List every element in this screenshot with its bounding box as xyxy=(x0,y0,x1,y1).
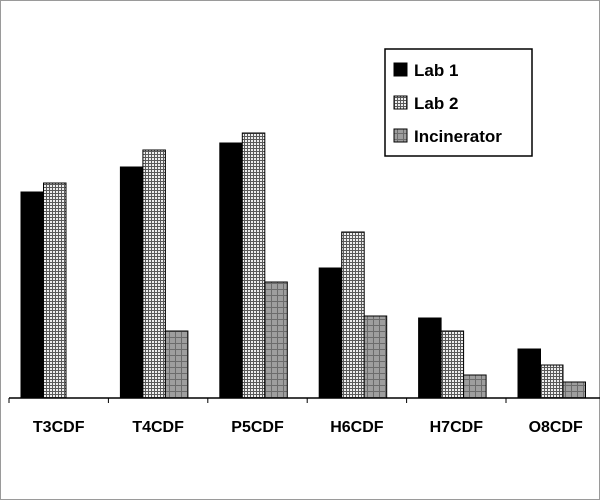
legend-label-lab-1: Lab 1 xyxy=(414,61,458,80)
x-tick-label-h6cdf: H6CDF xyxy=(330,419,384,436)
bar-lab-1-h6cdf xyxy=(318,267,343,399)
bar-lab-1-h7cdf xyxy=(418,317,442,399)
legend-label-incinerator: Incinerator xyxy=(414,127,502,146)
bar-incinerator-h7cdf xyxy=(463,374,487,399)
bars xyxy=(20,132,586,399)
x-tick-label-h7cdf: H7CDF xyxy=(430,419,484,436)
legend-swatch-incinerator xyxy=(393,128,408,143)
bar-lab-1-o8cdf xyxy=(517,348,541,399)
x-tick-label-t4cdf: T4CDF xyxy=(132,419,184,436)
bar-incinerator-p5cdf xyxy=(264,281,288,399)
bar-incinerator-o8cdf xyxy=(562,381,586,399)
legend-swatch-lab-2 xyxy=(393,95,408,110)
bar-lab-2-o8cdf xyxy=(540,364,564,399)
bar-lab-1-t4cdf xyxy=(119,166,144,399)
x-tick-label-o8cdf: O8CDF xyxy=(529,419,583,436)
bar-lab-2-h7cdf xyxy=(440,330,465,399)
x-tick-labels: T3CDF T4CDF P5CDF H6CDF H7CDF O8CDF xyxy=(33,419,583,436)
bar-lab-1-p5cdf xyxy=(219,142,243,399)
legend-box xyxy=(384,48,533,157)
legend-swatch-lab-1 xyxy=(393,62,408,77)
bar-lab-2-h6cdf xyxy=(341,231,365,399)
legend: Lab 1 Lab 2 Incinerator xyxy=(384,48,533,157)
bar-incinerator-t4cdf xyxy=(164,330,189,399)
x-axis xyxy=(8,397,600,403)
legend-label-lab-2: Lab 2 xyxy=(414,94,458,113)
bar-incinerator-h6cdf xyxy=(363,315,388,399)
bar-lab-1-t3cdf xyxy=(20,191,44,399)
x-tick-label-t3cdf: T3CDF xyxy=(33,419,85,436)
bar-lab-2-p5cdf xyxy=(241,132,266,399)
x-tick-label-p5cdf: P5CDF xyxy=(231,419,284,436)
bar-lab-2-t4cdf xyxy=(142,149,166,399)
bar-lab-2-t3cdf xyxy=(43,182,67,399)
